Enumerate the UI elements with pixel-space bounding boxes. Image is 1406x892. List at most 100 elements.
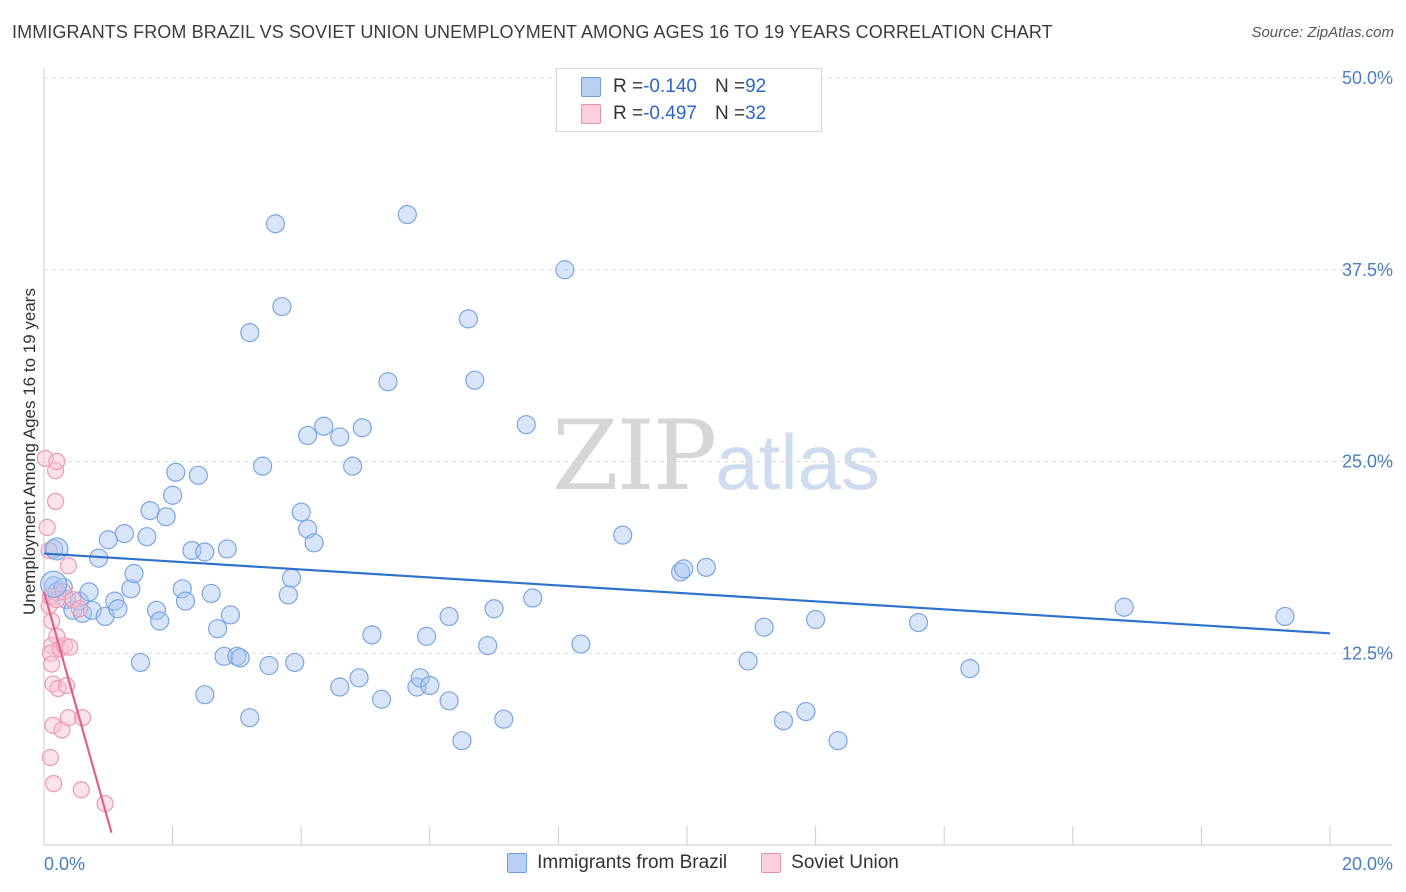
legend-r-label: R =: [613, 76, 644, 97]
brazil-point: [166, 462, 186, 482]
brazil-point: [105, 591, 125, 611]
soviet-point: [70, 600, 88, 618]
brazil-point: [98, 530, 118, 550]
brazil-point: [208, 619, 228, 639]
brazil-point: [79, 582, 99, 602]
brazil-point: [523, 588, 543, 608]
brazil-point: [362, 625, 382, 645]
brazil-point: [175, 591, 196, 611]
brazil-point: [343, 456, 363, 476]
brazil-point: [571, 634, 591, 654]
brazil-point: [1114, 597, 1134, 617]
brazil-point: [960, 658, 980, 679]
brazil-point: [410, 668, 430, 688]
soviet-point: [59, 709, 78, 727]
legend-r-value-soviet: -0.497: [643, 103, 697, 124]
bottom-legend-item-brazil: Immigrants from Brazil: [507, 852, 727, 874]
brazil-point: [201, 583, 221, 604]
x-tick-label: 20.0%: [1342, 854, 1393, 874]
brazil-point: [163, 485, 183, 505]
brazil-point: [828, 731, 848, 751]
brazil-point: [330, 677, 350, 697]
brazil-point: [458, 309, 478, 329]
brazil-point: [146, 600, 167, 620]
brazil-point: [130, 652, 151, 673]
bottom-legend-label-brazil: Immigrants from Brazil: [537, 852, 728, 873]
legend-r-value-brazil: -0.140: [643, 76, 697, 97]
brazil-point: [278, 585, 298, 605]
brazil-point: [124, 563, 144, 584]
brazil-point: [220, 605, 241, 625]
brazil-point: [121, 579, 141, 599]
brazil-point: [613, 525, 633, 545]
y-tick-label: 12.5%: [1342, 643, 1393, 663]
brazil-point: [172, 579, 192, 599]
brazil-point: [150, 611, 170, 631]
brazil-point: [738, 651, 758, 671]
soviet-point: [38, 518, 56, 537]
y-tick-label: 25.0%: [1342, 452, 1393, 472]
soviet-point: [64, 590, 82, 609]
brazil-point: [1275, 606, 1295, 627]
brazil-point: [195, 685, 215, 705]
bottom-legend-swatch-brazil: [507, 853, 528, 873]
legend-swatch-soviet: [581, 104, 601, 124]
brazil-point: [285, 652, 305, 673]
brazil-point: [45, 537, 69, 561]
brazil-point: [314, 416, 334, 436]
y-tick-label: 37.5%: [1342, 260, 1393, 280]
brazil-point: [217, 539, 237, 559]
brazil-point: [773, 711, 794, 731]
brazil-trend-line: [43, 552, 1331, 635]
brazil-point: [188, 465, 208, 485]
brazil-point: [555, 260, 575, 280]
brazil-point: [265, 214, 286, 234]
brazil-point: [805, 609, 826, 630]
brazil-point: [754, 617, 774, 637]
brazil-point: [420, 675, 440, 696]
brazil-point: [908, 612, 929, 633]
bottom-legend: Immigrants from Brazil Soviet Union: [0, 852, 1406, 874]
brazil-point: [259, 655, 279, 676]
legend-n-value-soviet: 32: [745, 103, 767, 124]
legend-r-label: R =: [613, 103, 644, 124]
brazil-point: [478, 635, 498, 656]
legend-swatch-brazil: [581, 77, 601, 97]
brazil-point: [378, 372, 398, 392]
brazil-point: [195, 542, 215, 562]
soviet-point: [48, 452, 66, 471]
soviet-point: [46, 492, 65, 510]
brazil-point: [240, 708, 260, 728]
brazil-point: [516, 415, 536, 435]
brazil-point: [494, 709, 514, 729]
brazil-point: [674, 559, 694, 579]
legend-n-value-brazil: 92: [745, 76, 767, 97]
legend-n-label: N =: [714, 103, 746, 124]
brazil-point: [114, 523, 134, 544]
brazil-point: [465, 370, 485, 390]
bottom-legend-label-soviet: Soviet Union: [791, 852, 899, 873]
soviet-point: [41, 748, 60, 767]
brazil-point: [253, 456, 273, 476]
brazil-point: [371, 689, 392, 709]
brazil-point: [298, 425, 318, 446]
brazil-point: [439, 691, 459, 711]
brazil-point: [137, 527, 157, 547]
legend-row-brazil: R = -0.140 N = 92: [581, 74, 766, 100]
brazil-point: [349, 668, 369, 688]
soviet-point: [43, 655, 61, 673]
brazil-point: [240, 323, 260, 343]
brazil-point: [452, 731, 472, 751]
brazil-point: [156, 507, 176, 527]
soviet-trend-line: [42, 591, 113, 834]
x-tick-label: 0.0%: [44, 854, 85, 874]
brazil-point: [304, 533, 324, 553]
brazil-point: [330, 427, 350, 447]
brazil-point: [416, 626, 437, 646]
legend-n-label: N =: [714, 76, 746, 97]
brazil-point: [397, 204, 417, 225]
soviet-point: [61, 638, 79, 656]
brazil-point: [272, 296, 292, 317]
brazil-point: [484, 599, 504, 619]
